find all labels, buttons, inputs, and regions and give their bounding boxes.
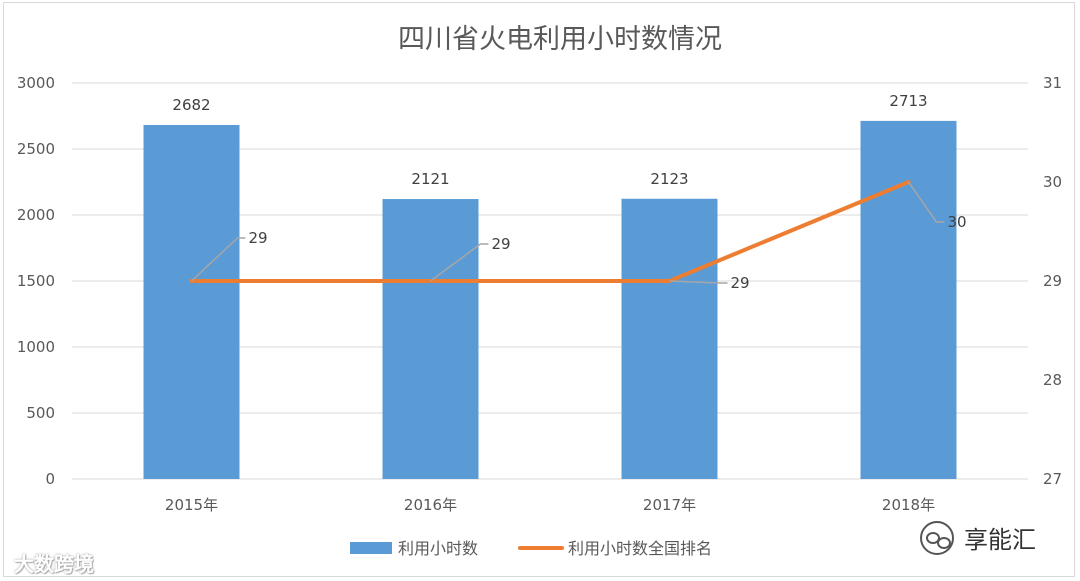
y-left-tick-label: 0 <box>45 470 55 488</box>
x-tick-label: 2016年 <box>404 496 457 514</box>
y-right-tick-label: 27 <box>1043 470 1062 488</box>
line-value-label: 30 <box>948 213 967 231</box>
y-right-tick-label: 28 <box>1043 371 1062 389</box>
y-left-tick-label: 2500 <box>17 140 55 158</box>
bar <box>860 120 957 479</box>
watermark-left: 大数跨境 <box>14 552 94 576</box>
legend-label-bar: 利用小时数 <box>398 539 478 558</box>
leader-line <box>669 280 728 284</box>
chart-title: 四川省火电利用小时数情况 <box>398 24 722 55</box>
watermark-right: 享能汇 <box>920 520 1036 555</box>
bar-value-label: 2713 <box>889 92 927 110</box>
y-right-tick-label: 31 <box>1043 74 1062 92</box>
line-value-label: 29 <box>249 229 268 247</box>
y-right-tick-label: 29 <box>1043 272 1062 290</box>
y-left-tick-label: 500 <box>26 404 55 422</box>
y-right-tick-label: 30 <box>1043 173 1062 191</box>
y-left-tick-label: 1000 <box>17 338 55 356</box>
line-series <box>189 180 911 283</box>
y-left-tick-label: 2000 <box>17 206 55 224</box>
legend-label-line: 利用小时数全国排名 <box>568 539 712 558</box>
x-tick-label: 2015年 <box>165 496 218 514</box>
y-left-tick-label: 1500 <box>17 272 55 290</box>
bar-value-label: 2123 <box>650 170 688 188</box>
line-value-label: 29 <box>492 235 511 253</box>
bar <box>143 124 240 479</box>
bar-value-label: 2121 <box>411 170 449 188</box>
line-value-label: 29 <box>731 274 750 292</box>
x-tick-label: 2018年 <box>882 496 935 514</box>
wechat-logo-icon <box>920 520 954 555</box>
y-left-tick-label: 3000 <box>17 74 55 92</box>
legend-swatch-bar <box>350 542 392 554</box>
leader-line <box>907 181 945 223</box>
bar <box>382 199 479 479</box>
leader-line <box>430 243 489 282</box>
bar-value-label: 2682 <box>172 96 210 114</box>
bar <box>621 198 718 479</box>
leader-line <box>190 237 246 282</box>
watermark-right-text: 享能汇 <box>964 526 1036 554</box>
x-tick-label: 2017年 <box>643 496 696 514</box>
